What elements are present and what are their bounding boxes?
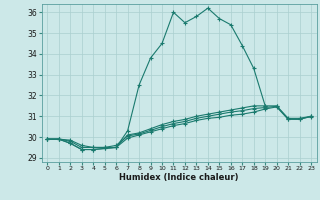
X-axis label: Humidex (Indice chaleur): Humidex (Indice chaleur) bbox=[119, 173, 239, 182]
